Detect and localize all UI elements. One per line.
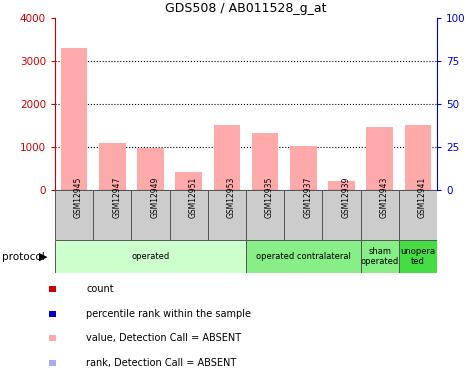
Text: ▶: ▶ [39, 252, 47, 261]
Bar [284, 190, 322, 240]
Bar [170, 190, 208, 240]
Bar [175, 172, 202, 190]
Text: GSM12949: GSM12949 [151, 177, 159, 218]
Bar [399, 190, 437, 240]
Text: percentile rank within the sample: percentile rank within the sample [86, 309, 251, 319]
Text: GSM12935: GSM12935 [265, 177, 274, 218]
Text: GSM12941: GSM12941 [418, 177, 427, 218]
Bar [213, 124, 240, 190]
Text: rank, Detection Call = ABSENT: rank, Detection Call = ABSENT [86, 358, 237, 368]
Bar [405, 125, 431, 190]
Bar [252, 133, 279, 190]
Text: value, Detection Call = ABSENT: value, Detection Call = ABSENT [86, 333, 241, 343]
Bar [246, 190, 284, 240]
Bar [360, 190, 399, 240]
Text: operated: operated [132, 252, 170, 261]
Bar [290, 146, 317, 190]
Text: GSM12953: GSM12953 [227, 177, 236, 218]
Bar [99, 143, 126, 190]
Bar [55, 240, 246, 273]
Bar [49, 310, 56, 316]
Text: GSM12937: GSM12937 [303, 177, 312, 218]
Bar [49, 286, 56, 292]
Bar [366, 127, 393, 190]
Text: GSM12945: GSM12945 [74, 177, 83, 218]
Bar [93, 190, 132, 240]
Text: sham
operated: sham operated [360, 247, 399, 266]
Bar [208, 190, 246, 240]
Bar [246, 240, 360, 273]
Text: GSM12943: GSM12943 [380, 177, 389, 218]
Text: GSM12951: GSM12951 [189, 177, 198, 218]
Bar [55, 190, 93, 240]
Bar [49, 335, 56, 341]
Bar [399, 240, 437, 273]
Bar [49, 360, 56, 366]
Text: GSM12939: GSM12939 [341, 177, 351, 218]
Text: count: count [86, 284, 114, 294]
Bar [328, 182, 355, 190]
Bar [322, 190, 360, 240]
Bar [137, 148, 164, 190]
Title: GDS508 / AB011528_g_at: GDS508 / AB011528_g_at [165, 3, 327, 15]
Bar [360, 240, 399, 273]
Bar [61, 48, 87, 190]
Text: protocol: protocol [2, 252, 45, 261]
Text: GSM12947: GSM12947 [113, 177, 121, 218]
Text: operated contralateral: operated contralateral [256, 252, 351, 261]
Bar [132, 190, 170, 240]
Text: unopera
ted: unopera ted [400, 247, 435, 266]
